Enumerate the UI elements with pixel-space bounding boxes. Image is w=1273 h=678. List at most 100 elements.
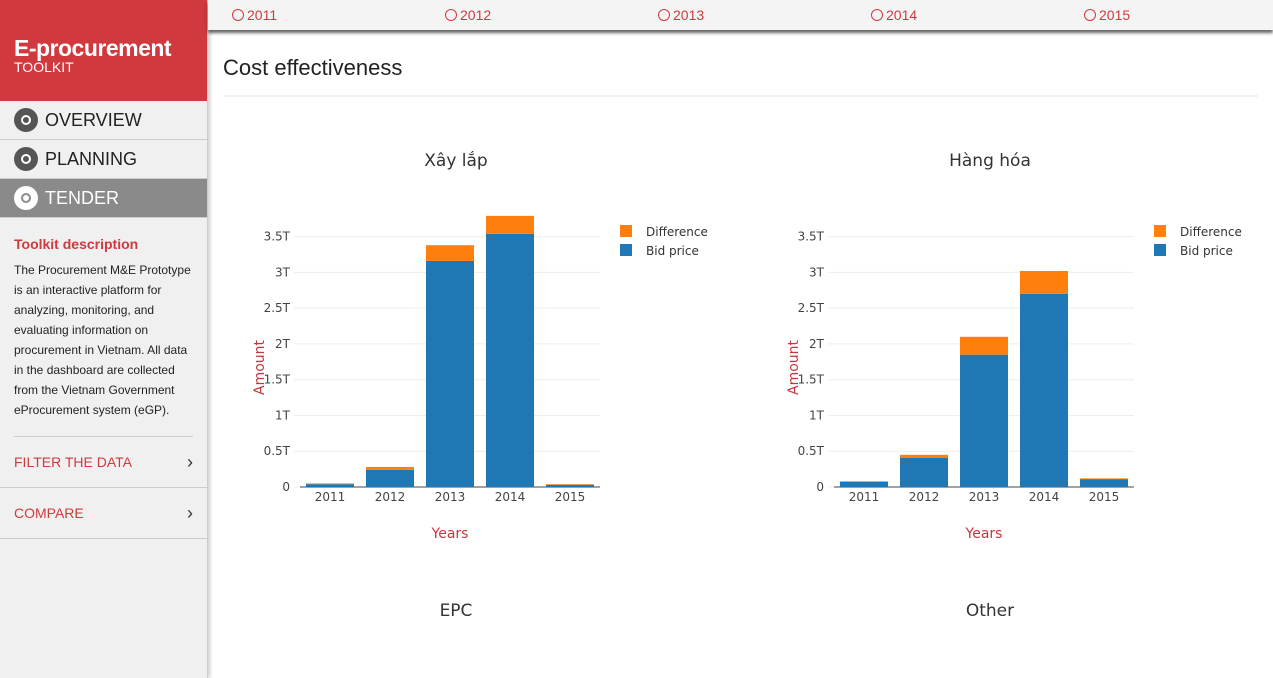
nav-item[interactable]: PLANNING	[0, 140, 207, 179]
nav-label: PLANNING	[45, 148, 138, 169]
legend-swatch	[1154, 244, 1166, 256]
x-tick-label: 2012	[375, 490, 406, 504]
y-tick-label: 1T	[275, 408, 291, 422]
filter-link[interactable]: FILTER THE DATA ›	[0, 437, 207, 488]
brand-subtitle: TOOLKIT	[14, 59, 74, 75]
check-icon	[232, 9, 244, 21]
year-label: 2014	[886, 7, 918, 23]
legend-label: Difference	[1180, 225, 1242, 239]
x-tick-label: 2011	[849, 490, 880, 504]
year-label: 2015	[1099, 7, 1131, 23]
nav-icon	[14, 147, 38, 171]
y-tick-label: 3T	[275, 265, 291, 279]
check-icon	[658, 9, 670, 21]
year-tab[interactable]: 2014	[871, 7, 917, 23]
bar-segment	[960, 354, 1008, 487]
x-tick-label: 2013	[435, 490, 466, 504]
compare-link[interactable]: COMPARE ›	[0, 488, 207, 539]
nav-item[interactable]: OVERVIEW	[0, 101, 207, 140]
y-tick-label: 0	[816, 480, 824, 494]
y-tick-label: 2T	[809, 337, 825, 351]
y-tick-label: 3.5T	[264, 230, 291, 244]
nav-label: OVERVIEW	[45, 109, 142, 130]
legend-label: Bid price	[1180, 244, 1233, 258]
year-tabs: 2011 2012 2013 2014 2015	[208, 0, 1273, 30]
bar-segment	[486, 215, 534, 234]
chart: Hàng hóa 0 0.5T 1T 1.5T 2T 2.5T 3T 3.5T Amount Yea…	[786, 151, 1242, 542]
x-tick-label: 2014	[495, 490, 526, 504]
x-axis-label: Years	[431, 526, 469, 542]
x-tick-label: 2015	[555, 490, 586, 504]
year-label: 2011	[247, 7, 278, 23]
legend-label: Bid price	[646, 244, 699, 258]
check-icon	[871, 9, 883, 21]
chart: EPC	[440, 601, 473, 621]
year-tab[interactable]: 2012	[445, 7, 491, 23]
chart-title: Xây lắp	[424, 150, 487, 171]
y-tick-label: 1.5T	[264, 373, 291, 387]
year-label: 2013	[673, 7, 705, 23]
legend-label: Difference	[646, 225, 708, 239]
year-tab[interactable]: 2011	[232, 7, 277, 23]
bar-segment	[306, 483, 354, 485]
chevron: ›	[187, 451, 193, 472]
brand[interactable]: E-procurement TOOLKIT	[0, 0, 207, 101]
year-tab[interactable]: 2015	[1084, 7, 1130, 23]
bar-segment	[900, 457, 948, 487]
y-tick-label: 1.5T	[798, 373, 825, 387]
bar-segment	[1080, 478, 1128, 480]
description-title: Toolkit description	[14, 236, 139, 252]
y-tick-label: 0.5T	[798, 444, 825, 458]
y-tick-label: 1T	[809, 408, 825, 422]
bar-segment	[546, 484, 594, 487]
year-tab[interactable]: 2013	[658, 7, 704, 23]
link-label: FILTER THE DATA	[14, 454, 132, 470]
nav-item[interactable]: TENDER	[0, 179, 207, 218]
y-tick-label: 0	[282, 480, 290, 494]
x-tick-label: 2015	[1089, 490, 1120, 504]
y-tick-label: 3.5T	[798, 230, 825, 244]
chevron: ›	[187, 502, 193, 523]
legend-swatch	[620, 244, 632, 256]
y-tick-label: 0.5T	[264, 444, 291, 458]
nav-icon	[14, 186, 38, 210]
y-tick-label: 3T	[809, 265, 825, 279]
bar-segment	[306, 484, 354, 487]
chart-title: Hàng hóa	[949, 151, 1031, 171]
bar-segment	[1080, 479, 1128, 487]
sidebar: E-procurement TOOLKIT OVERVIEW PLANNING …	[0, 0, 208, 678]
check-icon	[445, 9, 457, 21]
legend-swatch	[1154, 225, 1166, 237]
bar-segment	[426, 260, 474, 487]
link-label: COMPARE	[14, 505, 84, 521]
chart-title: EPC	[440, 601, 473, 621]
bar-segment	[1020, 270, 1068, 294]
bar-segment	[486, 233, 534, 487]
main-area: Cost effectiveness Xây lắp 0 0.5T 1T 1.5T 2T 2…	[223, 55, 1258, 621]
bar-segment	[366, 469, 414, 487]
section-title: Cost effectiveness	[223, 55, 402, 80]
year-label: 2012	[460, 7, 492, 23]
bar-segment	[366, 466, 414, 470]
y-axis-label: Amount	[786, 339, 802, 395]
check-icon	[1084, 9, 1096, 21]
chart-title: Other	[966, 601, 1014, 621]
bar-segment	[1020, 293, 1068, 487]
x-tick-label: 2012	[909, 490, 940, 504]
y-axis-label: Amount	[252, 339, 268, 395]
y-tick-label: 2.5T	[798, 301, 825, 315]
bar-segment	[426, 245, 474, 261]
bar-segment	[900, 454, 948, 458]
legend-swatch	[620, 225, 632, 237]
bar-segment	[960, 336, 1008, 355]
x-tick-label: 2013	[969, 490, 1000, 504]
bar-segment	[546, 484, 594, 485]
bar-segment	[840, 481, 888, 487]
nav-label: TENDER	[45, 187, 120, 208]
brand-title: E-procurement	[14, 35, 172, 61]
x-tick-label: 2014	[1029, 490, 1060, 504]
bar-segment	[840, 481, 888, 482]
y-tick-label: 2T	[275, 337, 291, 351]
x-axis-label: Years	[965, 526, 1003, 542]
